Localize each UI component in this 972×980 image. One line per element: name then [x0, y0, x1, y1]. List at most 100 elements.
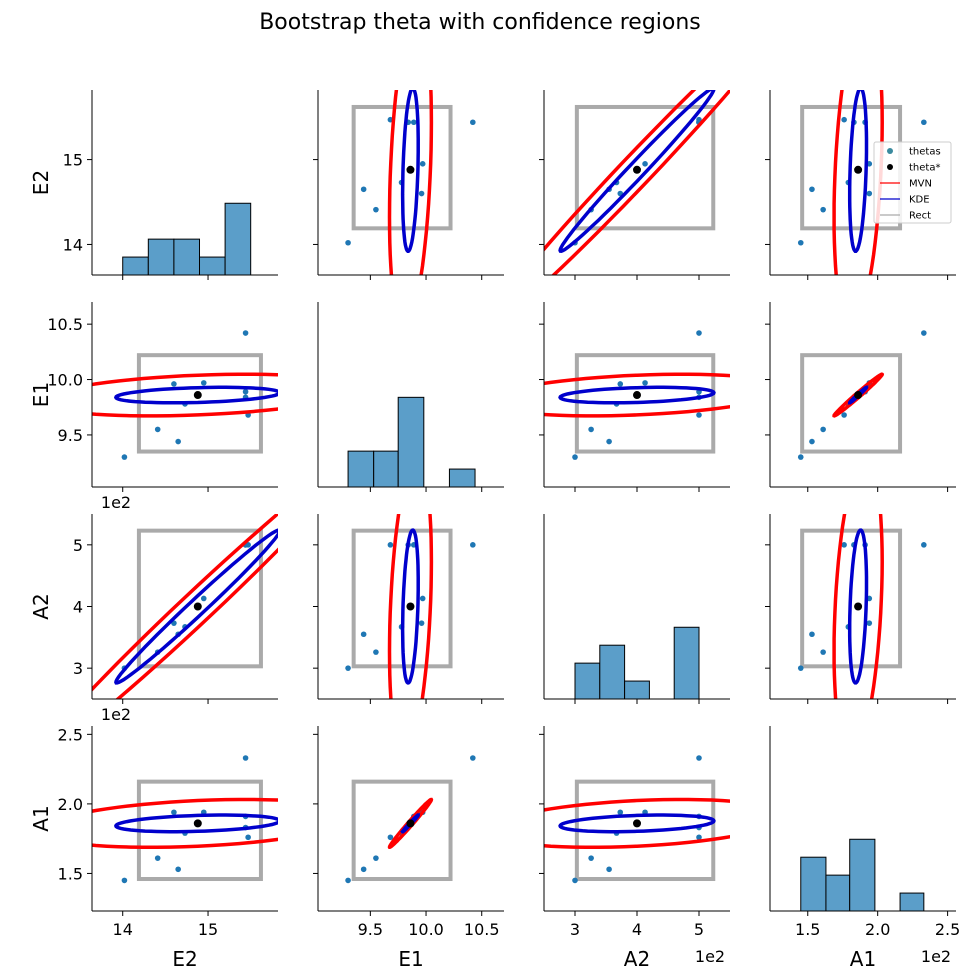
theta-point-2	[606, 438, 612, 445]
mvn-ellipse	[92, 797, 278, 850]
y-tick-label: 9.5	[58, 426, 83, 445]
theta-point-0	[345, 877, 351, 884]
theta-point-4	[866, 620, 873, 626]
kde-ellipse	[558, 90, 716, 253]
panel-plot-area	[345, 90, 476, 275]
theta-point-9	[921, 542, 927, 548]
theta-point-0	[121, 454, 128, 460]
panel-plot-area	[92, 755, 278, 884]
theta-point-9	[470, 119, 476, 126]
theta-point-9	[242, 755, 249, 761]
kde-ellipse	[558, 813, 716, 834]
hist-bar-E1-1	[373, 450, 399, 487]
y-tick-label: 4	[73, 598, 83, 617]
x-offset-label: 1e2	[695, 947, 725, 966]
x-tick-label: 1.5	[795, 920, 820, 939]
theta-point-1	[588, 426, 594, 433]
theta-star-point	[193, 602, 202, 611]
panel-A1-vs-E2: 14 15 1.5 2.0 2.5	[58, 725, 278, 939]
panel-plot-area	[544, 330, 730, 460]
hist-bar-A1-1	[825, 874, 851, 911]
theta-point-6	[841, 542, 847, 548]
panel-grid: 9.5 10.0 10.5 3 4 5 14 15 1.5 2.0 2.5 9.5 10.0 10.5 3 4…	[29, 90, 960, 971]
theta-point-1	[154, 855, 161, 861]
y-tick-label: 2.0	[58, 795, 83, 814]
theta-point-9	[921, 330, 927, 336]
theta-point-8	[410, 119, 417, 126]
theta-point-0	[797, 665, 804, 671]
hist-bar-E2-1	[147, 238, 175, 275]
mvn-ellipse	[832, 372, 885, 418]
theta-point-2	[809, 186, 815, 193]
panel-A1-vs-A2: 3 4 5	[539, 726, 730, 939]
rect-region	[574, 104, 716, 231]
legend-label-0: thetas	[909, 147, 941, 158]
hist-bar-A2-2	[624, 680, 650, 699]
theta-point-1	[373, 649, 379, 655]
x-tick-label: 3	[570, 920, 580, 939]
hist-bar-A1-2	[849, 838, 876, 911]
hist-bar-E2-2	[173, 238, 201, 275]
theta-point-9	[696, 755, 702, 761]
theta-point-6	[841, 412, 847, 418]
kde-ellipse	[400, 813, 420, 834]
theta-point-5	[200, 595, 207, 602]
theta-point-2	[809, 438, 815, 445]
y-axis-label-E1: E1	[29, 382, 53, 407]
theta-point-1	[154, 426, 161, 433]
panel-plot-area	[347, 396, 476, 487]
theta-point-2	[175, 438, 181, 445]
theta-point-6	[387, 542, 394, 548]
mvn-ellipse	[92, 514, 278, 699]
x-axis-label-E2: E2	[172, 947, 197, 971]
rect-region	[800, 353, 903, 454]
theta-star-point	[193, 819, 202, 828]
theta-point-2	[360, 186, 367, 193]
panel-A1-vs-E1: 9.5 10.0 10.5	[313, 726, 504, 939]
theta-point-0	[121, 877, 128, 884]
theta-star-point	[854, 165, 863, 174]
x-offset-label: 1e2	[921, 947, 951, 966]
mvn-ellipse	[544, 90, 730, 275]
panel-E1-vs-E2: 9.5 10.0 10.5	[47, 302, 278, 492]
y-axis-label-E2: E2	[29, 170, 53, 195]
hist-bar-E1-0	[347, 450, 375, 487]
panel-plot-area	[544, 755, 730, 884]
theta-star-point	[406, 602, 415, 611]
theta-point-6	[387, 834, 394, 841]
kde-ellipse	[113, 813, 278, 834]
theta-point-4	[171, 809, 177, 816]
mvn-ellipse	[387, 514, 434, 699]
mvn-ellipse	[832, 90, 884, 275]
theta-point-9	[470, 755, 476, 761]
legend-marker-1	[887, 164, 893, 170]
theta-point-0	[345, 239, 351, 246]
theta-point-0	[572, 877, 578, 884]
panel-plot-area	[797, 514, 927, 699]
theta-point-1	[373, 206, 379, 213]
legend: thetas theta* MVN KDE Rect	[873, 141, 952, 224]
x-tick-label: 9.5	[358, 920, 383, 939]
theta-star-point	[633, 391, 641, 400]
panel-E2-vs-A2	[539, 90, 730, 280]
panel-plot-area	[797, 330, 927, 460]
mvn-ellipse	[544, 372, 730, 418]
panel-A2-vs-E2: 3 4 5	[73, 514, 278, 704]
theta-point-9	[921, 119, 927, 126]
hist-bar-E1-2	[397, 396, 425, 487]
x-axis-label-A2: A2	[624, 947, 650, 971]
kde-ellipse	[847, 90, 869, 253]
legend-label-3: KDE	[909, 195, 930, 206]
panel-E1-vs-A1	[765, 302, 956, 492]
x-tick-label: 5	[694, 920, 704, 939]
theta-star-point	[633, 165, 641, 174]
panel-plot-area	[800, 838, 925, 911]
panel-plot-area	[345, 514, 476, 699]
kde-ellipse	[113, 385, 278, 405]
theta-star-point	[406, 165, 415, 174]
rect-region	[574, 353, 716, 454]
hist-bar-E1-4	[448, 468, 476, 487]
theta-point-1	[820, 426, 826, 433]
x-axis-label-A1: A1	[850, 947, 876, 971]
